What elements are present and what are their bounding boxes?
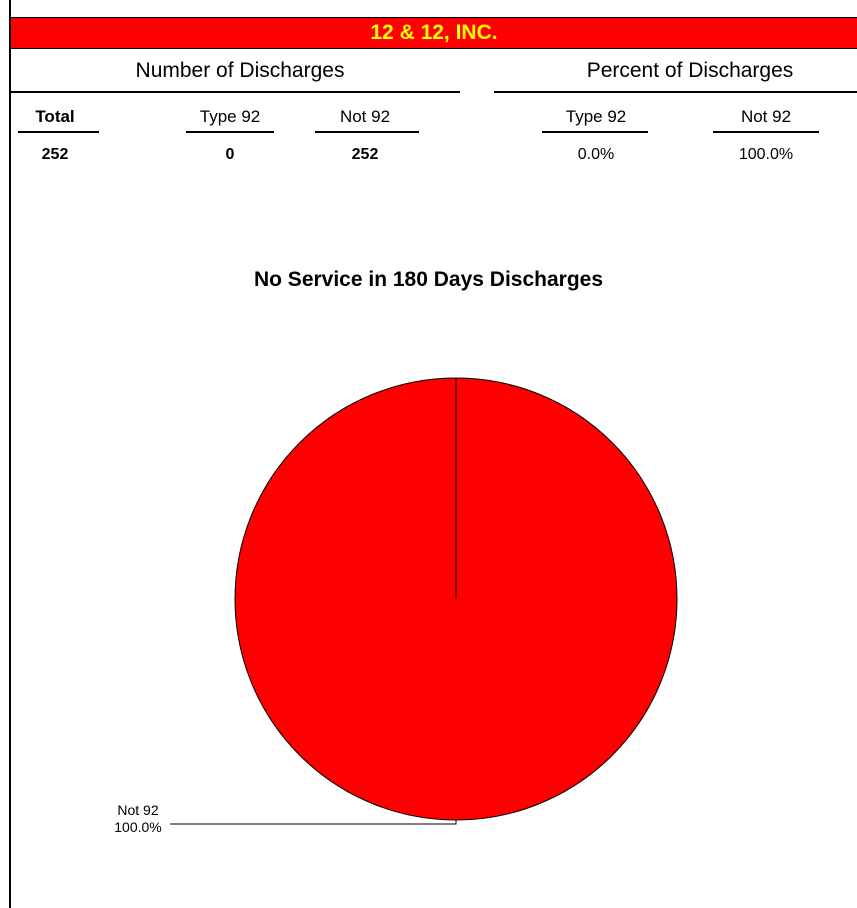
percent-not92-value: 100.0% bbox=[738, 146, 794, 163]
pie-label-leader-line bbox=[170, 820, 457, 825]
total-column-header: Total bbox=[35, 107, 75, 126]
percent-not92-column-rule bbox=[713, 131, 819, 133]
number-not92-column-header: Not 92 bbox=[339, 107, 391, 126]
percent-type92-column-rule bbox=[542, 131, 648, 133]
left-border bbox=[9, 0, 11, 908]
chart-title: No Service in 180 Days Discharges bbox=[253, 268, 604, 291]
total-value: 252 bbox=[41, 146, 69, 163]
pie-slice-label-percent: 100.0% bbox=[114, 819, 162, 835]
number-not92-column-rule bbox=[315, 131, 419, 133]
page-title: 12 & 12, INC. bbox=[370, 21, 498, 44]
percent-not92-column-header: Not 92 bbox=[740, 107, 792, 126]
number-type92-column-header: Type 92 bbox=[199, 107, 261, 126]
percent-type92-value: 0.0% bbox=[577, 146, 615, 163]
total-column-rule bbox=[18, 131, 99, 133]
percent-of-discharges-heading: Percent of Discharges bbox=[586, 59, 794, 82]
percent-type92-column-header: Type 92 bbox=[565, 107, 627, 126]
number-type92-value: 0 bbox=[225, 146, 235, 163]
number-type92-column-rule bbox=[186, 131, 274, 133]
percent-section-rule bbox=[494, 91, 857, 93]
pie-slice-label: Not 92 100.0% bbox=[98, 802, 178, 836]
title-bar: 12 & 12, INC. bbox=[11, 17, 857, 49]
pie-slice-label-name: Not 92 bbox=[117, 802, 159, 818]
number-of-discharges-heading: Number of Discharges bbox=[135, 59, 345, 82]
number-not92-value: 252 bbox=[351, 146, 379, 163]
number-section-rule bbox=[11, 91, 460, 93]
